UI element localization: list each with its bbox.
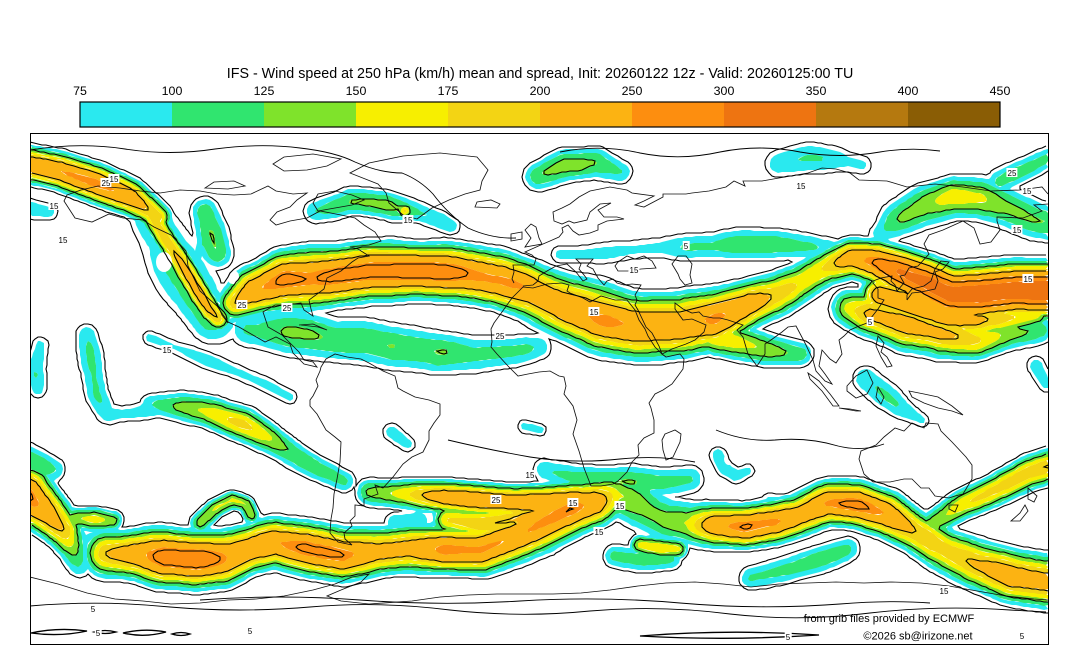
svg-text:15: 15 xyxy=(569,499,578,508)
svg-text:15: 15 xyxy=(404,216,413,225)
svg-text:15: 15 xyxy=(590,308,599,317)
svg-text:5: 5 xyxy=(786,633,791,642)
svg-text:5: 5 xyxy=(248,627,253,636)
svg-text:25: 25 xyxy=(238,301,247,310)
svg-text:200: 200 xyxy=(530,84,551,98)
svg-text:125: 125 xyxy=(254,84,275,98)
svg-text:25: 25 xyxy=(102,179,111,188)
svg-text:15: 15 xyxy=(110,175,119,184)
svg-text:5: 5 xyxy=(1020,632,1025,641)
svg-text:15: 15 xyxy=(526,471,535,480)
svg-text:15: 15 xyxy=(59,236,68,245)
svg-text:from grib files provided by EC: from grib files provided by ECMWF xyxy=(804,613,975,625)
svg-text:15: 15 xyxy=(616,502,625,511)
svg-text:5: 5 xyxy=(91,605,96,614)
svg-text:100: 100 xyxy=(162,84,183,98)
svg-text:15: 15 xyxy=(797,182,806,191)
svg-text:25: 25 xyxy=(1008,169,1017,178)
svg-text:15: 15 xyxy=(50,202,59,211)
svg-text:©2026 sb@irizone.net: ©2026 sb@irizone.net xyxy=(863,631,972,643)
svg-text:15: 15 xyxy=(595,528,604,537)
svg-text:25: 25 xyxy=(492,496,501,505)
svg-text:5: 5 xyxy=(868,318,873,327)
svg-text:15: 15 xyxy=(1024,275,1033,284)
svg-text:25: 25 xyxy=(283,304,292,313)
svg-text:15: 15 xyxy=(940,587,949,596)
svg-text:25: 25 xyxy=(496,332,505,341)
svg-text:350: 350 xyxy=(806,84,827,98)
svg-text:5: 5 xyxy=(684,242,689,251)
svg-text:250: 250 xyxy=(622,84,643,98)
svg-text:75: 75 xyxy=(73,84,87,98)
svg-text:5: 5 xyxy=(96,629,101,638)
svg-text:450: 450 xyxy=(990,84,1011,98)
svg-text:300: 300 xyxy=(714,84,735,98)
svg-text:15: 15 xyxy=(1013,226,1022,235)
svg-text:15: 15 xyxy=(1023,187,1032,196)
svg-text:15: 15 xyxy=(630,266,639,275)
svg-text:15: 15 xyxy=(163,346,172,355)
svg-text:150: 150 xyxy=(346,84,367,98)
svg-text:400: 400 xyxy=(898,84,919,98)
svg-text:IFS - Wind speed at 250 hPa (k: IFS - Wind speed at 250 hPa (km/h) mean … xyxy=(227,66,854,82)
svg-text:175: 175 xyxy=(438,84,459,98)
